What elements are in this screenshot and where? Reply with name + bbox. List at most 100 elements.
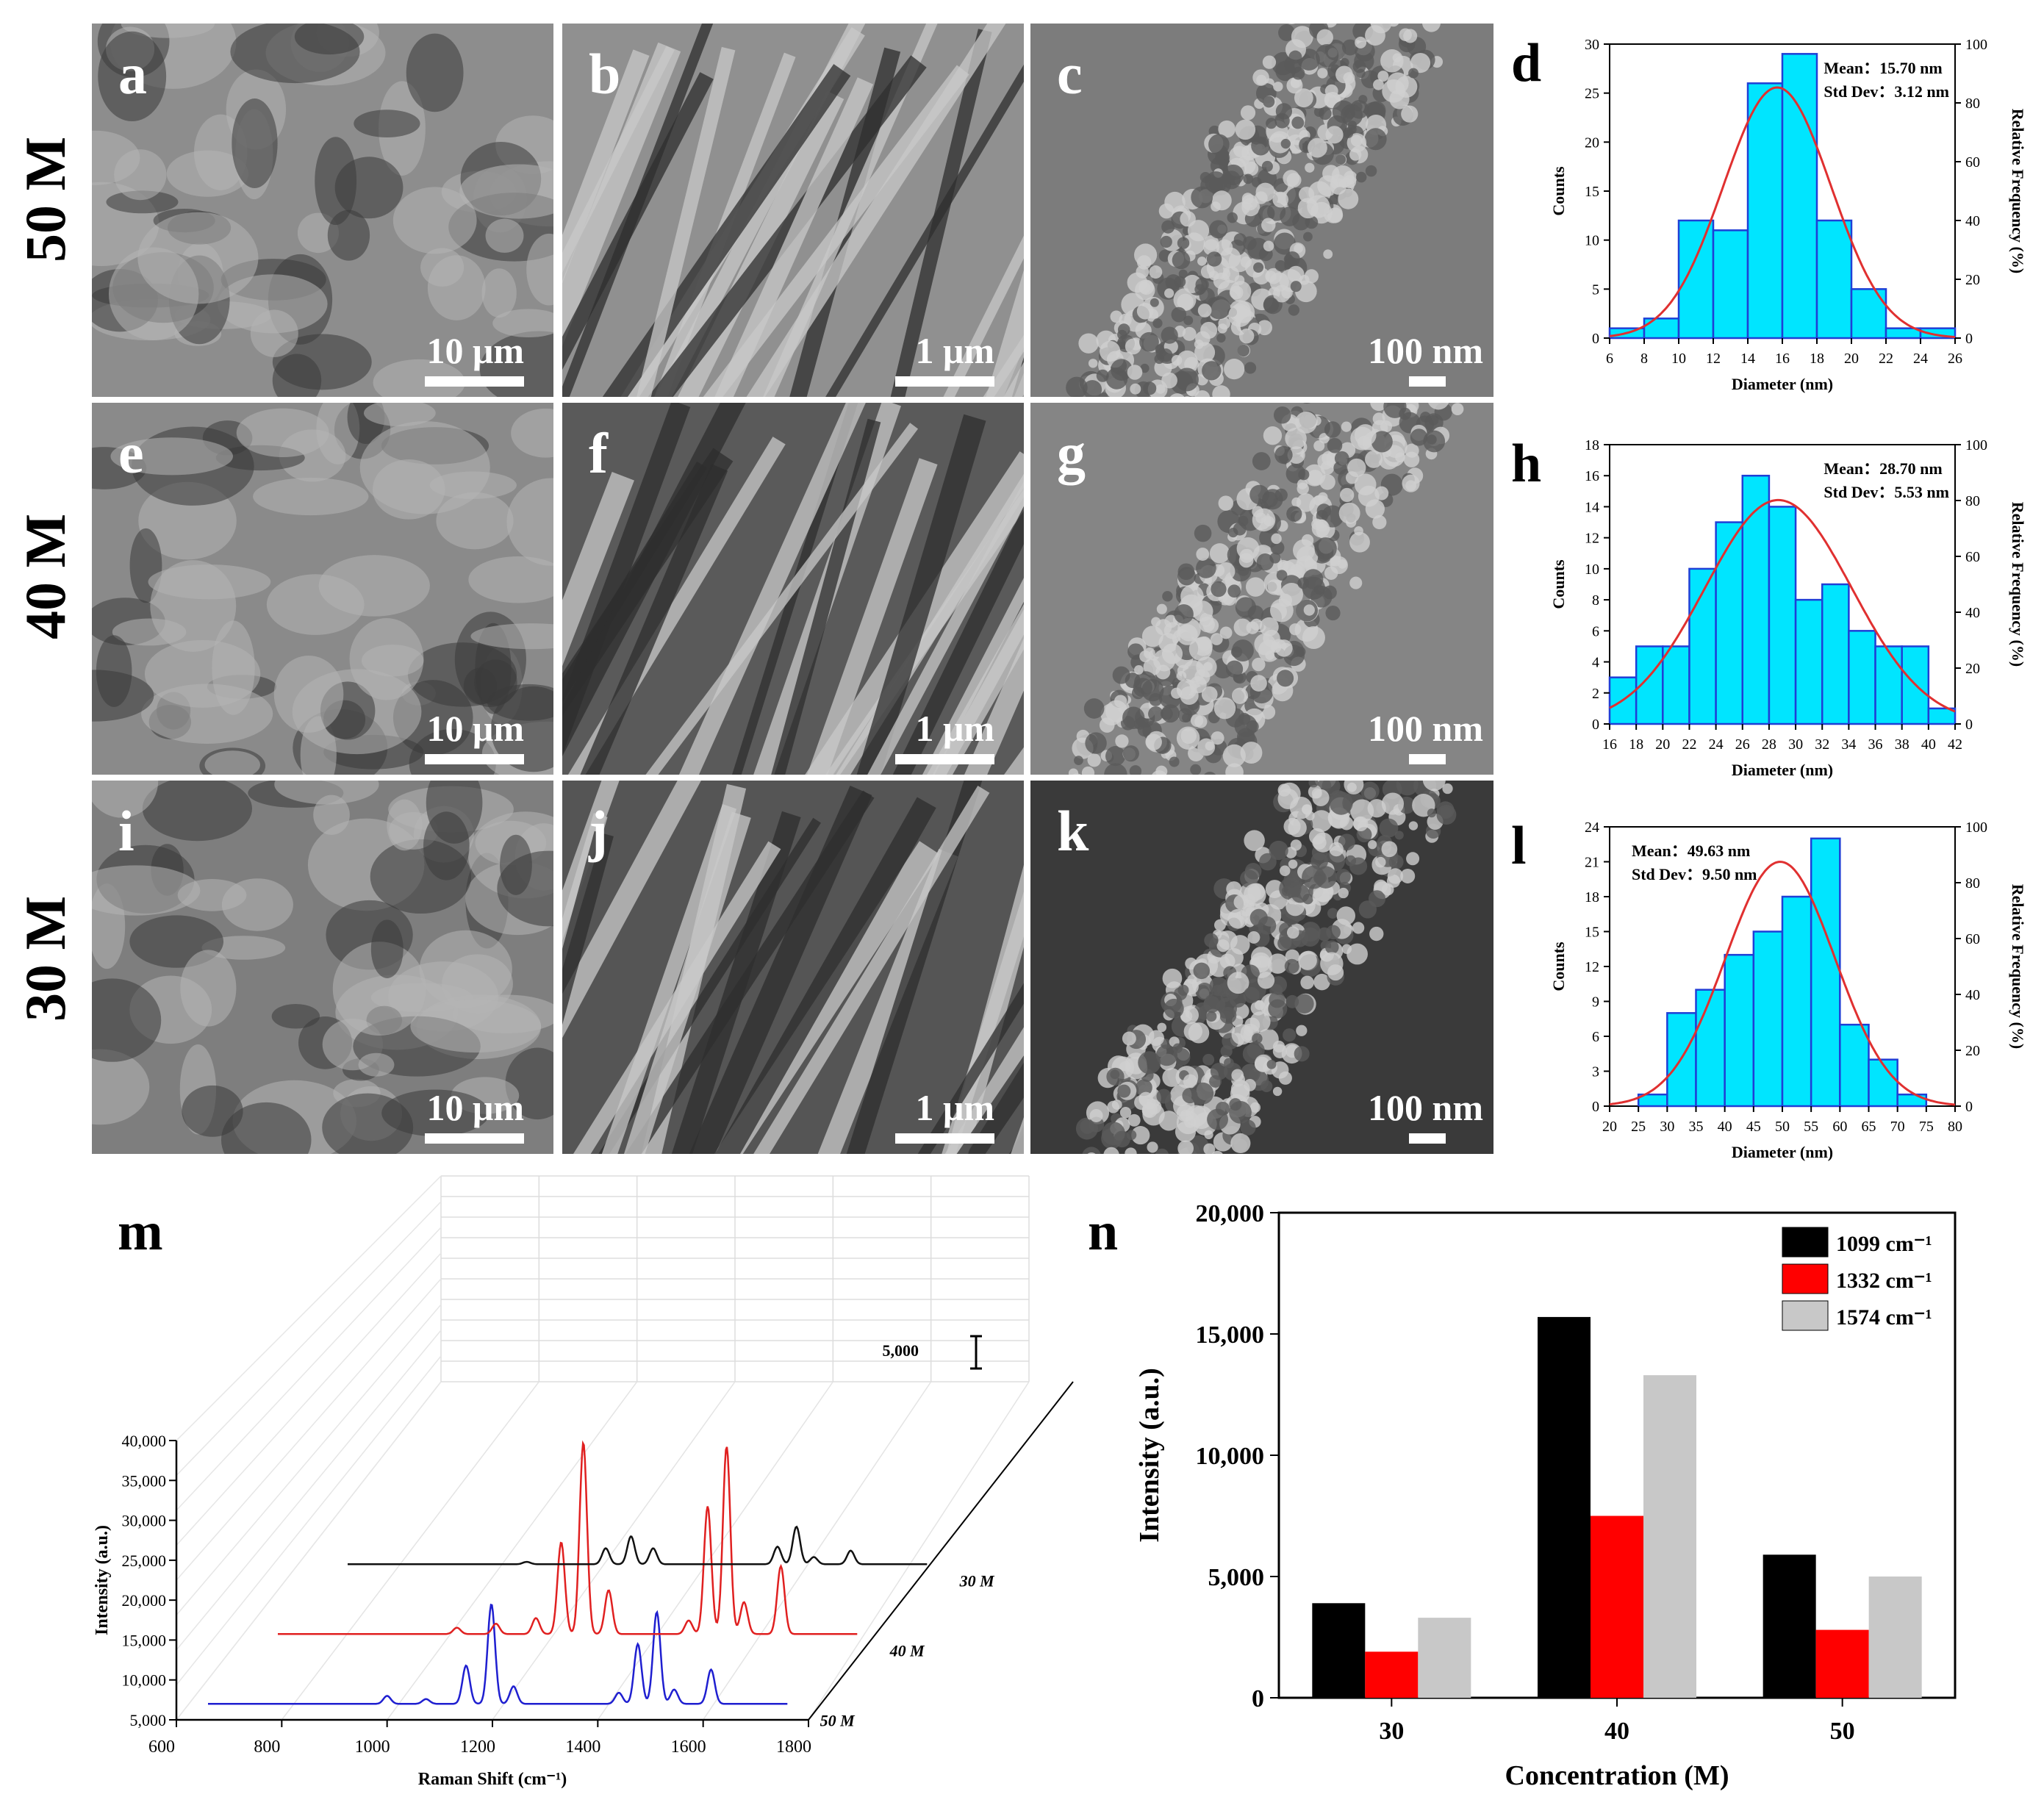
texture-rod <box>562 72 714 370</box>
texture-rod <box>562 471 634 667</box>
grid-line <box>703 1381 932 1721</box>
texture-grain <box>1341 421 1352 432</box>
texture-grain <box>1228 527 1238 538</box>
texture-grain <box>1240 256 1252 268</box>
texture-grain <box>1308 781 1319 788</box>
texture-grain <box>1213 697 1236 720</box>
y2-tick-label: 0 <box>1965 1099 1973 1115</box>
texture-grain <box>1249 484 1269 505</box>
x-tick-label: 800 <box>254 1737 280 1757</box>
texture-blob <box>114 149 167 201</box>
texture-grain <box>1405 443 1419 458</box>
texture-grain <box>1410 428 1428 446</box>
histogram-bar <box>1781 53 1818 340</box>
panel-letter-m: m <box>118 1202 163 1262</box>
row-label-30m: 30 M <box>13 895 77 1022</box>
texture-grain <box>1330 178 1346 195</box>
texture-rod <box>944 1027 1024 1154</box>
texture-grain <box>1105 367 1128 390</box>
texture-grain <box>1422 24 1441 32</box>
texture-grain <box>1209 220 1227 239</box>
x-axis-label: Diameter (nm) <box>1732 761 1833 779</box>
texture-grain <box>1224 359 1245 380</box>
x-tick-label: 80 <box>1948 1119 1962 1135</box>
texture-blob <box>505 1047 553 1120</box>
y2-tick-label: 40 <box>1965 987 1980 1003</box>
texture-grain <box>1156 1088 1172 1104</box>
x-tick-label: 35 <box>1689 1119 1704 1135</box>
texture-grain <box>1373 79 1384 90</box>
sem-panel-b: b 1 μm <box>562 24 1024 397</box>
texture-grain <box>1169 393 1185 397</box>
histogram-d: 6 8 10 12 14 16 18 20 22 24 26 0 5 10 15 20 25 30 0 20 40 60 8… <box>1507 22 2036 404</box>
grid-line <box>597 1381 833 1721</box>
texture-blob <box>419 930 512 1008</box>
y-tick-label: 20,000 <box>122 1591 167 1610</box>
sem-texture <box>92 24 553 397</box>
texture-blob <box>315 137 357 226</box>
texture-grain <box>1099 340 1121 362</box>
texture-grain <box>1159 348 1173 362</box>
texture-grain <box>1400 868 1416 883</box>
y2-tick-label: 40 <box>1965 213 1980 229</box>
texture-grain <box>1087 1152 1096 1154</box>
texture-rod <box>942 892 1024 1154</box>
texture-grain <box>1273 284 1291 303</box>
texture-rod <box>890 29 992 397</box>
y-tick-label: 10 <box>1585 233 1599 249</box>
texture-grain <box>1188 1022 1210 1044</box>
texture-grain <box>1088 359 1098 368</box>
texture-blob <box>354 110 420 137</box>
texture-grain <box>1182 1088 1198 1104</box>
texture-grain <box>1161 372 1177 389</box>
texture-grain <box>1177 624 1198 645</box>
sem-texture <box>1066 24 1444 397</box>
texture-grain <box>1338 188 1359 209</box>
x-tick-label: 50 <box>1830 1718 1855 1745</box>
texture-grain <box>1066 376 1088 397</box>
histogram-bar <box>1662 645 1690 725</box>
texture-grain <box>1211 190 1232 211</box>
gaussian-fit-line <box>1609 861 1956 1106</box>
y-tick-label: 0 <box>1592 717 1599 733</box>
sem-panel-c: c 100 nm <box>1030 24 1493 397</box>
histogram-l: 20 25 30 35 40 45 50 55 60 65 70 75 80 0 3 6 9 12 15 18 21 24… <box>1507 805 2036 1172</box>
texture-grain <box>1315 519 1328 532</box>
texture-grain <box>1212 385 1230 397</box>
texture-grain <box>1317 68 1328 79</box>
histogram-bar <box>1839 1023 1870 1108</box>
texture-grain <box>1078 333 1099 354</box>
texture-grain <box>1074 756 1083 766</box>
y2-tick-label: 100 <box>1965 819 1987 836</box>
texture-grain <box>1129 765 1142 775</box>
stats-text: Mean：15.70 nm <box>1824 59 1942 77</box>
texture-grain <box>1355 171 1367 183</box>
texture-grain <box>1145 733 1162 750</box>
raman-spectra-m: 50 M 40 M 30 M 600 800 1000 1200 1400 1600 1800 5,… <box>88 1175 1074 1793</box>
texture-grain <box>1240 1119 1256 1136</box>
texture-grain <box>1408 68 1419 79</box>
texture-grain <box>1177 1140 1194 1154</box>
y-tick-label: 0 <box>1592 331 1599 347</box>
texture-grain <box>1244 1079 1256 1091</box>
texture-grain <box>1224 947 1244 967</box>
scale-bar-label: 100 nm <box>1368 330 1483 371</box>
texture-grain <box>1305 215 1319 229</box>
legend-label: 1574 cm⁻¹ <box>1836 1305 1932 1330</box>
grid-line <box>176 1252 442 1546</box>
texture-grain <box>1335 869 1351 884</box>
texture-rod <box>678 90 845 397</box>
y-axis-label: Counts <box>1549 166 1568 216</box>
texture-grain <box>1135 1079 1152 1097</box>
texture-grain <box>1258 205 1275 222</box>
texture-grain <box>1302 625 1325 650</box>
panel-letter-i: i <box>118 799 135 863</box>
texture-blob <box>406 33 464 112</box>
texture-blob <box>142 781 252 842</box>
texture-grain <box>1274 445 1293 465</box>
texture-grain <box>1313 440 1325 452</box>
texture-blob <box>273 655 344 733</box>
intensity-bar-chart-n: 30 40 50 0 5,000 10,000 15,000 20,000 Concentrat… <box>1088 1191 2043 1793</box>
x-tick-label: 65 <box>1862 1119 1876 1135</box>
texture-grain <box>1401 105 1419 123</box>
